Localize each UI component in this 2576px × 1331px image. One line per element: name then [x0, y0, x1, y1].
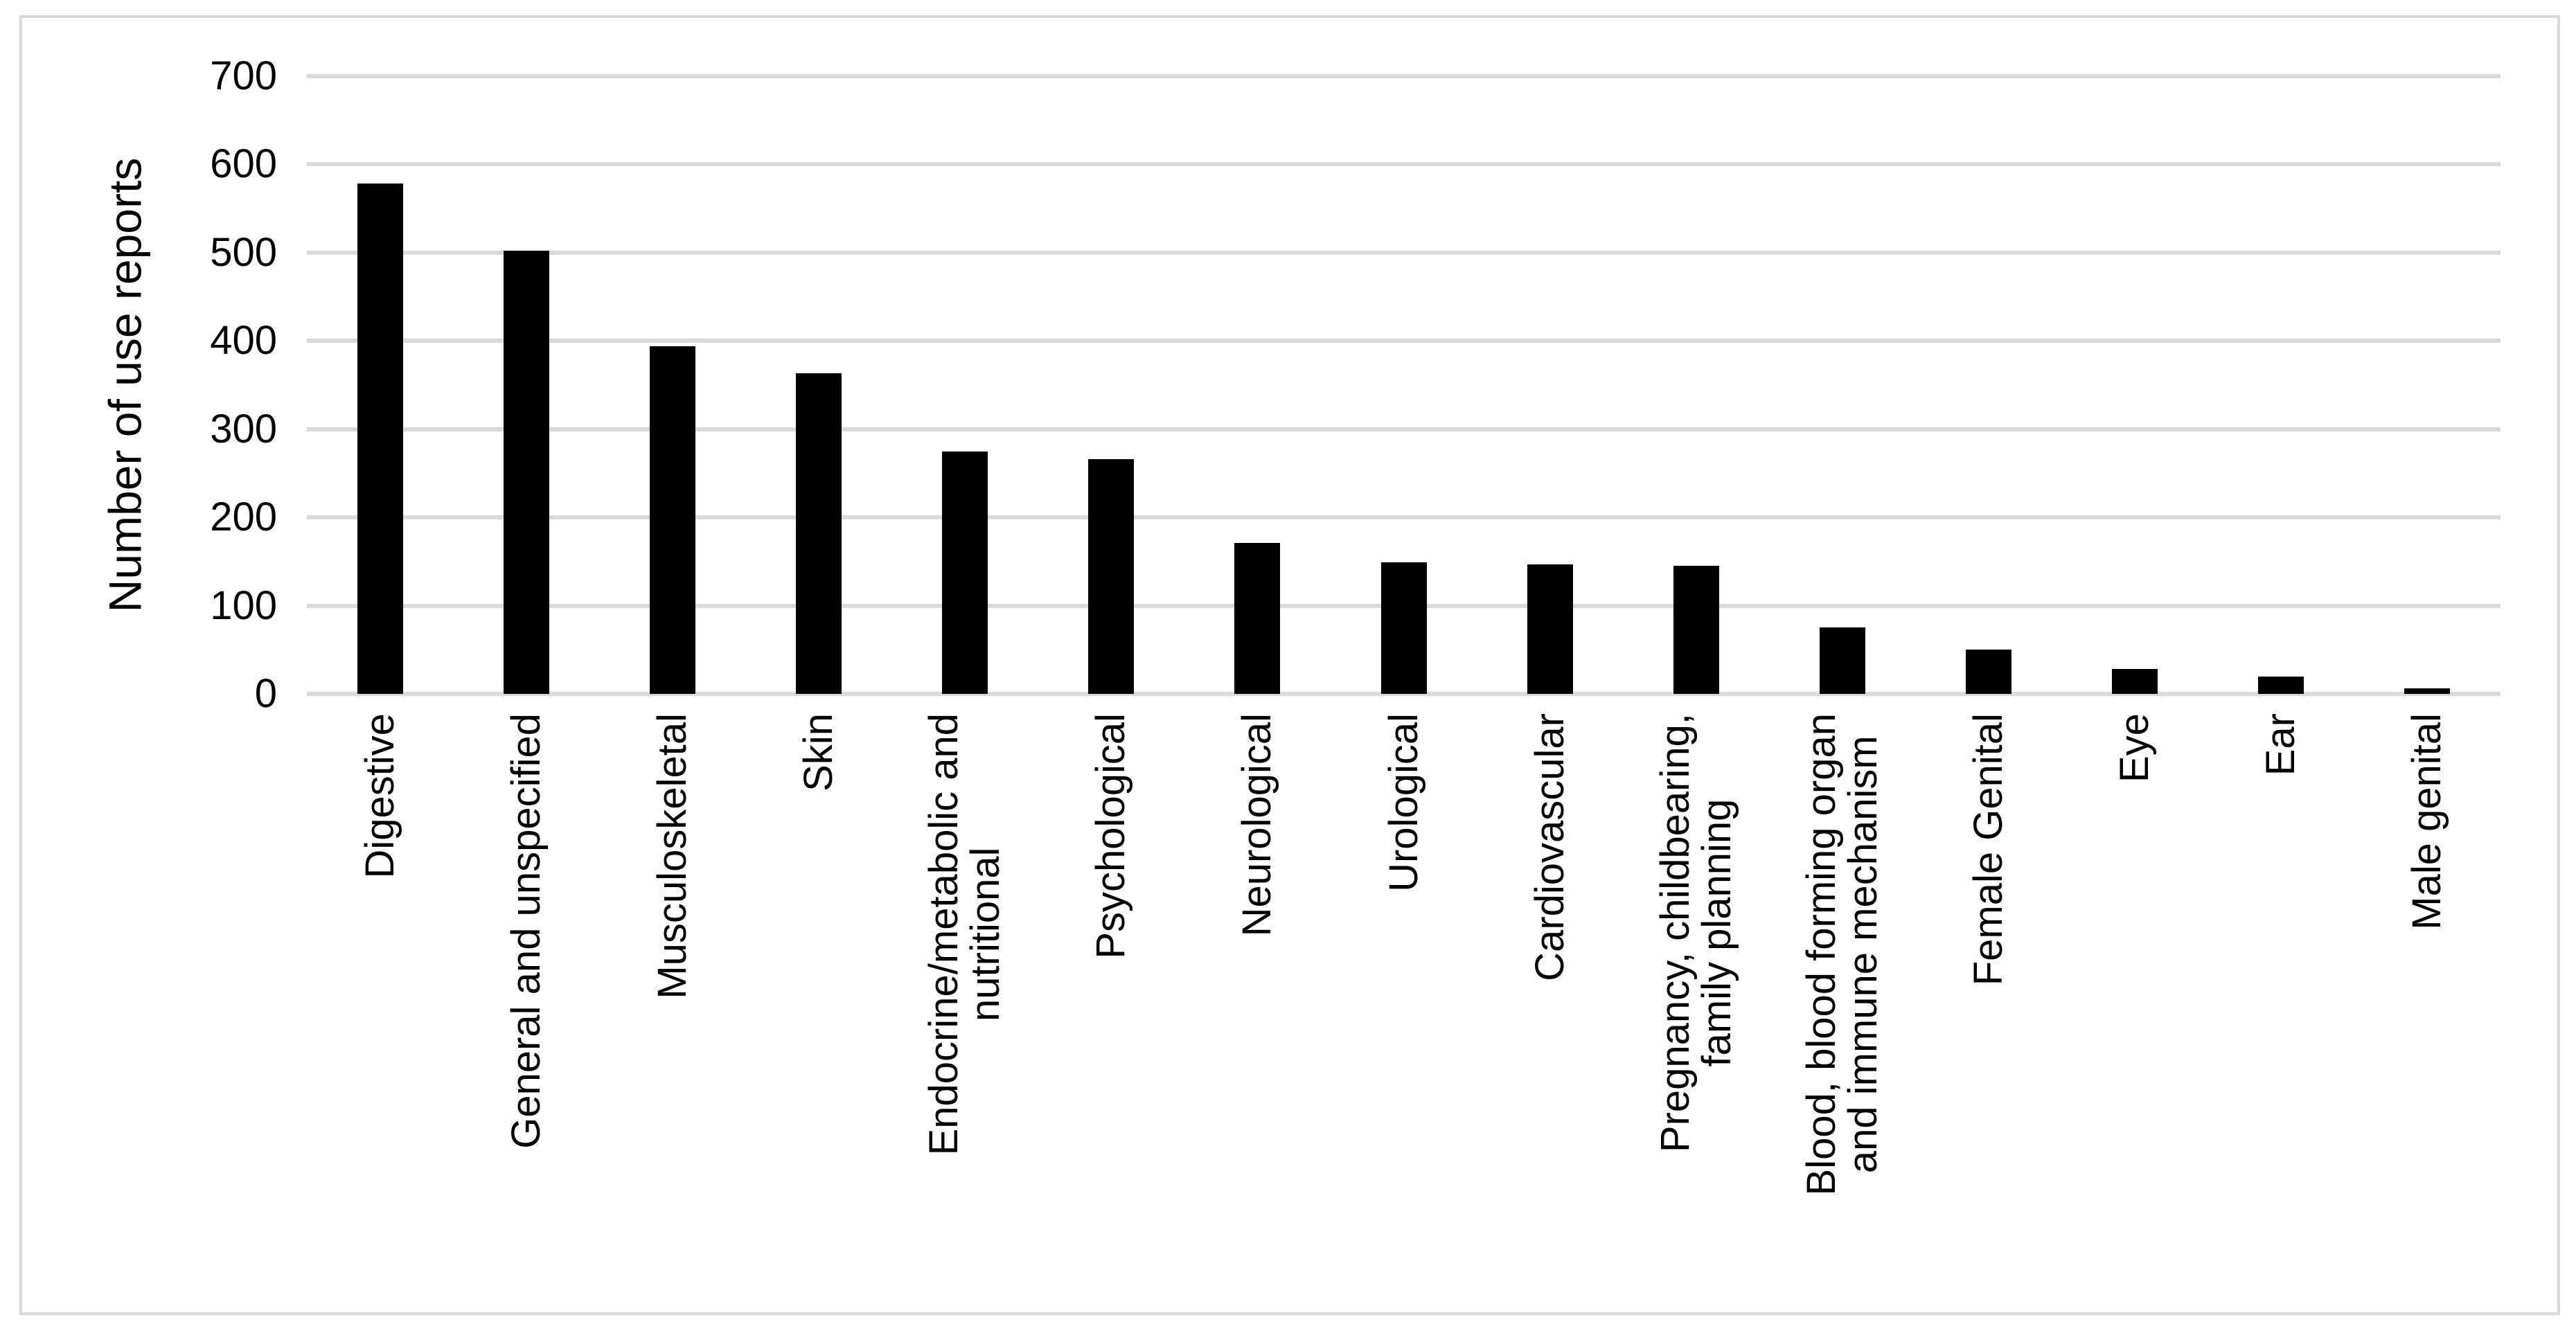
gridline-y-0 — [307, 692, 2501, 696]
bar — [1088, 459, 1135, 694]
y-tick-label: 500 — [210, 229, 277, 275]
x-category-label-text: Pregnancy, childbearing, family planning — [1652, 713, 1739, 1153]
y-tick-label: 700 — [210, 53, 277, 98]
x-category-label: Skin — [796, 713, 876, 792]
bar — [503, 251, 549, 694]
x-category-label: Digestive — [357, 713, 525, 879]
y-tick-label: 400 — [210, 318, 277, 364]
chart-frame — [19, 15, 2560, 1315]
x-category-label: Eye — [2112, 713, 2183, 783]
x-category-label-text: Endocrine/metabolic and nutritional — [921, 713, 1009, 1156]
x-category-label-text: Female Genital — [1966, 713, 2011, 986]
bar — [1673, 566, 1719, 694]
gridline-y-600 — [307, 162, 2501, 167]
x-category-label: Female Genital — [1966, 713, 2240, 985]
gridline-y-400 — [307, 339, 2501, 343]
x-category-label-text: Ear — [2258, 713, 2304, 776]
bar — [1234, 543, 1281, 694]
x-category-label-text: Digestive — [357, 713, 402, 879]
bar — [795, 373, 842, 694]
x-category-label-text: General and unspecified — [503, 713, 549, 1149]
x-category-label: Ear — [2258, 713, 2322, 776]
y-axis-title-text: Number of use reports — [99, 157, 150, 613]
gridline-y-200 — [307, 515, 2501, 520]
x-category-label-text: Blood, blood forming organ and immune me… — [1798, 713, 1885, 1196]
gridline-y-300 — [307, 427, 2501, 431]
x-category-label-text: Male genital — [2404, 713, 2450, 930]
x-category-label: Male genital — [2404, 713, 2576, 930]
y-tick-label: 100 — [210, 582, 277, 628]
bar — [649, 346, 695, 694]
bar — [1819, 627, 1865, 694]
y-tick-label: 200 — [210, 494, 277, 540]
x-category-label-text: Eye — [2112, 713, 2158, 783]
bar — [1380, 562, 1427, 694]
x-category-label-text: Psychological — [1088, 713, 1134, 959]
bar — [1527, 564, 1573, 694]
bar — [2112, 669, 2158, 694]
gridline-y-500 — [307, 250, 2501, 255]
x-category-label: Musculoskeletal — [650, 713, 938, 999]
bar — [942, 451, 988, 694]
bar — [357, 184, 403, 694]
x-category-label-text: Skin — [795, 713, 841, 792]
bar — [1966, 650, 2012, 694]
x-category-label-text: Neurological — [1234, 713, 1280, 937]
gridline-y-700 — [307, 74, 2501, 78]
bar — [2258, 676, 2304, 694]
bar — [2404, 688, 2451, 694]
x-category-label-text: Musculoskeletal — [649, 713, 695, 999]
y-tick-label: 600 — [210, 141, 277, 187]
y-tick-label: 300 — [210, 406, 277, 452]
x-category-label-text: Cardiovascular — [1527, 713, 1572, 981]
y-tick-label: 0 — [254, 671, 277, 716]
x-category-label-text: Urological — [1380, 713, 1426, 892]
